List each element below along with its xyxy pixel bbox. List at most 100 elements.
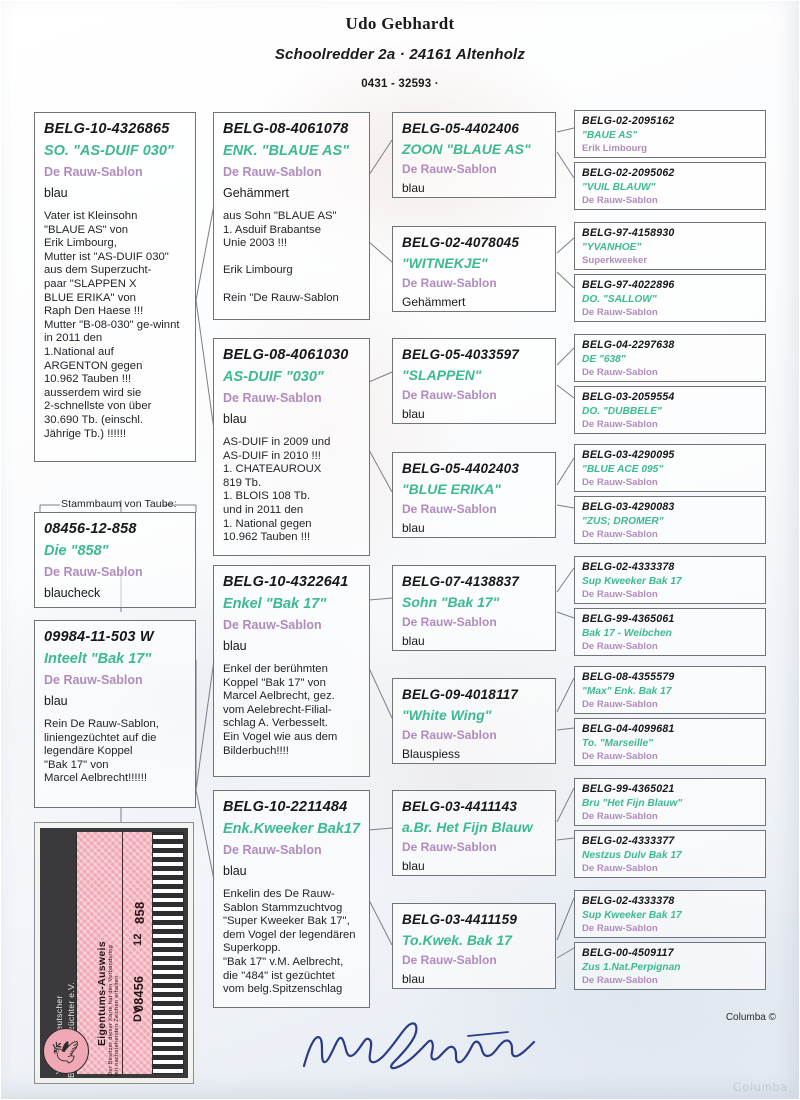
ring-number: BELG-99-4365021	[582, 783, 675, 795]
pedigree-card-gen4-5[interactable]: BELG-03-2059554 DO. "DUBBELE" De Rauw-Sa…	[574, 386, 766, 434]
pedigree-card-gen4-14[interactable]: BELG-02-4333378 Sup Kweeker Bak 17 De Ra…	[574, 890, 766, 938]
ring-number: BELG-02-4333377	[582, 835, 675, 847]
breeder-signature	[302, 1022, 536, 1070]
pigeon-name: Zus 1.Nat.Perpignan	[582, 961, 681, 973]
strain: De Rauw-Sablon	[223, 618, 322, 632]
pigeon-name: Nestzus Dulv Bak 17	[582, 849, 682, 861]
breeder-phone: 0431 - 32593 ·	[361, 78, 439, 90]
pedigree-card-gen2-3[interactable]: BELG-10-2211484 Enk.Kweeker Bak17 De Rau…	[213, 790, 370, 1008]
pedigree-card-gen3-4[interactable]: BELG-07-4138837 Sohn "Bak 17" De Rauw-Sa…	[392, 565, 556, 651]
card-pink-guilloche	[76, 832, 164, 1074]
pigeon-name: To. "Marseille"	[582, 737, 653, 749]
color: blau	[223, 639, 247, 653]
color: blau	[402, 521, 425, 535]
pedigree-card-gen3-5[interactable]: BELG-09-4018117 "White Wing" De Rauw-Sab…	[392, 678, 556, 764]
strain: De Rauw-Sablon	[402, 276, 497, 290]
ring-number: BELG-05-4402403	[402, 461, 520, 476]
color: blau	[402, 859, 425, 873]
strain: De Rauw-Sablon	[582, 419, 658, 430]
ring-number: BELG-08-4061030	[223, 347, 349, 363]
pedigree-card-gen4-1[interactable]: BELG-02-2095062 "VUIL BLAUW" De Rauw-Sab…	[574, 162, 766, 210]
pedigree-card-gen4-2[interactable]: BELG-97-4158930 "YVANHOE" Superkweeker	[574, 222, 766, 270]
strain: De Rauw-Sablon	[582, 367, 658, 378]
pedigree-card-owner-1[interactable]: 09984-11-503 W Inteelt "Bak 17" De Rauw-…	[34, 620, 196, 808]
pedigree-card-gen4-15[interactable]: BELG-00-4509117 Zus 1.Nat.Perpignan De R…	[574, 942, 766, 990]
pedigree-card-gen4-13[interactable]: BELG-02-4333377 Nestzus Dulv Bak 17 De R…	[574, 830, 766, 878]
pedigree-card-gen4-0[interactable]: BELG-02-2095162 "BAUE AS" Erik Limbourg	[574, 110, 766, 158]
strain: De Rauw-Sablon	[582, 589, 658, 600]
ring-number: BELG-10-4326865	[44, 121, 170, 137]
pedigree-card-gen2-1[interactable]: BELG-08-4061030 AS-DUIF "030" De Rauw-Sa…	[213, 338, 370, 556]
pedigree-card-gen3-3[interactable]: BELG-05-4402403 "BLUE ERIKA" De Rauw-Sab…	[392, 452, 556, 538]
ring-number: BELG-02-4078045	[402, 235, 520, 250]
pigeon-name: "BLUE ACE 095"	[582, 463, 664, 475]
pigeon-name: DO. "SALLOW"	[582, 293, 657, 305]
pedigree-card-gen3-0[interactable]: BELG-05-4402406 ZOON "BLAUE AS" De Rauw-…	[392, 112, 556, 198]
pedigree-card-gen3-6[interactable]: BELG-03-4411143 a.Br. Het Fijn Blauw De …	[392, 790, 556, 876]
pedigree-card-gen4-11[interactable]: BELG-04-4099681 To. "Marseille" De Rauw-…	[574, 718, 766, 766]
pigeon-icon: 🕊	[51, 1040, 79, 1065]
strain: De Rauw-Sablon	[402, 728, 497, 742]
ring-number: BELG-07-4138837	[402, 574, 520, 589]
strain: De Rauw-Sablon	[223, 843, 322, 857]
strain: De Rauw-Sablon	[402, 162, 497, 176]
ownership-card-face: Verband Deutscher Brieftaubenzüchter e.V…	[40, 828, 188, 1078]
ring-number: BELG-10-2211484	[223, 799, 348, 815]
strain: De Rauw-Sablon	[402, 615, 497, 629]
pigeon-name: "White Wing"	[402, 707, 492, 723]
page-watermark: Columba	[732, 1080, 788, 1094]
pedigree-card-gen3-2[interactable]: BELG-05-4033597 "SLAPPEN" De Rauw-Sablon…	[392, 338, 556, 424]
pedigree-card-gen4-12[interactable]: BELG-99-4365021 Bru "Het Fijn Blauw" De …	[574, 778, 766, 826]
card-year: 12	[132, 933, 144, 946]
columba-credit: Columba ©	[725, 1012, 776, 1023]
pedigree-card-gen4-4[interactable]: BELG-04-2297638 DE "638" De Rauw-Sablon	[574, 334, 766, 382]
strain: De Rauw-Sablon	[402, 840, 497, 854]
card-ring-number: 858	[132, 901, 147, 924]
notes: Enkel der berühmten Koppel "Bak 17" von …	[223, 663, 338, 757]
pedigree-card-gen3-1[interactable]: BELG-02-4078045 "WITNEKJE" De Rauw-Sablo…	[392, 226, 556, 312]
pedigree-card-subject[interactable]: BELG-10-4326865 SO. "AS-DUIF 030" De Rau…	[34, 112, 196, 462]
color: blau	[44, 694, 68, 708]
ring-number: BELG-03-2059554	[582, 391, 675, 403]
pigeon-name: AS-DUIF "030"	[223, 369, 324, 385]
strain: De Rauw-Sablon	[402, 953, 497, 967]
ring-number: BELG-04-4099681	[582, 723, 675, 735]
notes: Vater ist Kleinsohn "BLAUE AS" von Erik …	[44, 210, 180, 440]
ring-number: BELG-05-4402406	[402, 121, 520, 136]
pigeon-name: a.Br. Het Fijn Blauw	[402, 819, 533, 835]
strain: De Rauw-Sablon	[44, 165, 143, 179]
ring-number: 09984-11-503 W	[44, 629, 154, 645]
pedigree-card-owner-0[interactable]: 08456-12-858 Die "858" De Rauw-Sablon bl…	[34, 512, 196, 608]
strain: De Rauw-Sablon	[582, 699, 658, 710]
pedigree-card-gen4-7[interactable]: BELG-03-4290083 "ZUS; DROMER" De Rauw-Sa…	[574, 496, 766, 544]
pedigree-card-gen4-8[interactable]: BELG-02-4333378 Sup Kweeker Bak 17 De Ra…	[574, 556, 766, 604]
pigeon-name: Sup Kweeker Bak 17	[582, 575, 682, 587]
ring-number: BELG-97-4022896	[582, 279, 675, 291]
ring-number: BELG-08-4061078	[223, 121, 349, 137]
strain: De Rauw-Sablon	[582, 975, 658, 986]
pedigree-card-gen2-2[interactable]: BELG-10-4322641 Enkel "Bak 17" De Rauw-S…	[213, 565, 370, 777]
pigeon-name: ENK. "BLAUE AS"	[223, 143, 349, 159]
pigeon-name: Enkel "Bak 17"	[223, 596, 327, 612]
pedigree-card-gen4-6[interactable]: BELG-03-4290095 "BLUE ACE 095" De Rauw-S…	[574, 444, 766, 492]
pigeon-name: Sohn "Bak 17"	[402, 594, 500, 610]
pedigree-card-gen4-9[interactable]: BELG-99-4365061 Bak 17 - Weibchen De Rau…	[574, 608, 766, 656]
breeder-name: Udo Gebhardt	[345, 14, 455, 33]
pedigree-card-gen4-10[interactable]: BELG-08-4355579 "Max" Enk. Bak 17 De Rau…	[574, 666, 766, 714]
strain: De Rauw-Sablon	[582, 923, 658, 934]
pigeon-name: "YVANHOE"	[582, 241, 642, 253]
color: blau	[402, 407, 425, 421]
color: blau	[402, 972, 425, 986]
ring-number: BELG-99-4365061	[582, 613, 675, 625]
pigeon-name: DO. "DUBBELE"	[582, 405, 662, 417]
strain: De Rauw-Sablon	[582, 529, 658, 540]
strain: De Rauw-Sablon	[223, 165, 322, 179]
ring-number: BELG-02-2095062	[582, 167, 675, 179]
pedigree-card-gen3-7[interactable]: BELG-03-4411159 To.Kwek. Bak 17 De Rauw-…	[392, 903, 556, 989]
ring-number: BELG-97-4158930	[582, 227, 675, 239]
pedigree-card-gen4-3[interactable]: BELG-97-4022896 DO. "SALLOW" De Rauw-Sab…	[574, 274, 766, 322]
strain: De Rauw-Sablon	[402, 388, 497, 402]
color: blau	[402, 634, 425, 648]
ring-number: BELG-02-4333378	[582, 895, 675, 907]
pedigree-card-gen2-0[interactable]: BELG-08-4061078 ENK. "BLAUE AS" De Rauw-…	[213, 112, 370, 320]
